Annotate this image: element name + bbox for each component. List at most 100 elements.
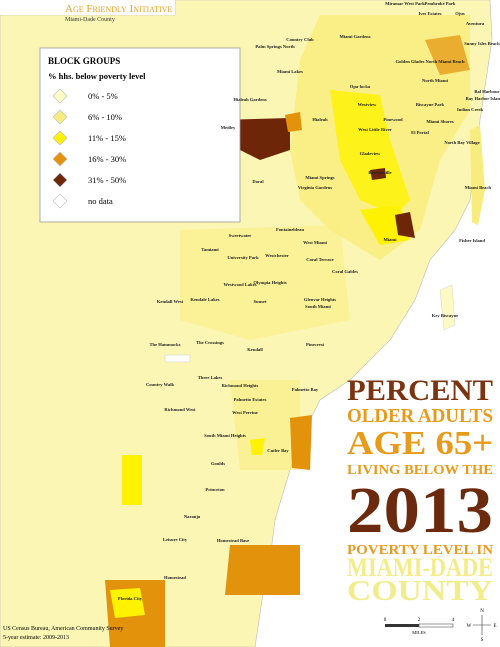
place-label: Key Biscayne (432, 313, 458, 318)
place-label: Pembroke Park (425, 1, 456, 6)
place-label: West Little River (358, 127, 392, 132)
place-label: Princeton (205, 487, 225, 492)
source-line: 5-year estimate: 2009-2013 (3, 635, 69, 641)
place-label: Westview (358, 102, 377, 107)
headline-line: 2013 (347, 474, 493, 547)
scale-unit: MILES (412, 630, 426, 635)
compass: N E S W (467, 609, 497, 643)
place-label: Tamiami (201, 247, 219, 252)
compass-e: E (493, 624, 496, 629)
place-label: North Miami (422, 78, 449, 83)
block-groups (105, 15, 470, 647)
place-labels: Miramar West Park Pembroke Park Ives Estat… (118, 1, 500, 601)
legend-swatch (52, 109, 68, 125)
headline-line: AGE 65+ (347, 425, 493, 462)
scale-bar: 0 2 4 MILES (384, 618, 455, 635)
headline-line: MIAMI-DADE (347, 553, 493, 582)
place-label: Naranja (184, 514, 201, 519)
place-label: Westwood Lakes (223, 282, 256, 287)
scale-segment (385, 624, 419, 627)
place-label: Medley (221, 125, 236, 130)
place-label: Goulds (211, 461, 225, 466)
legend-label: 16% - 30% (88, 154, 126, 164)
place-label: Country Walk (146, 382, 175, 387)
place-label: Kendale Lakes (190, 297, 219, 302)
place-label: West Miami (303, 240, 328, 245)
legend-swatch (52, 88, 68, 104)
scale-segment (418, 623, 454, 628)
place-label: The Hammocks (149, 342, 180, 347)
place-label: University Park (227, 255, 259, 260)
place-label: Indian Creek (457, 107, 484, 112)
legend-label: 0% - 5% (88, 91, 118, 101)
headline-line: POVERTY LEVEL IN (347, 543, 493, 558)
place-label: Virginia Gardens (298, 185, 332, 190)
place-label: Richmond West (164, 407, 196, 412)
place-label: El Portal (411, 130, 429, 135)
headline-line: OLDER ADULTS (347, 405, 493, 427)
source: US Census Bureau, American Community Sur… (3, 626, 123, 641)
legend: BLOCK GROUPS % hhs. below poverty level … (39, 47, 241, 223)
place-label: Miami Gardens (339, 34, 370, 39)
legend-swatch (52, 193, 68, 209)
place-label: Miami Springs (305, 175, 334, 180)
scale-tick: 0 (384, 618, 387, 623)
header: Age Friendly Initiative Miami-Dade Count… (65, 3, 172, 23)
place-label: Aventura (466, 21, 485, 26)
legend-label: 6% - 10% (88, 112, 122, 122)
place-label: Kendall West (157, 299, 184, 304)
place-label: Country Club (286, 37, 314, 42)
place-label: Miami (383, 237, 397, 242)
place-label: North Miami Beach (425, 59, 464, 64)
place-label: Fontainebleau (276, 227, 305, 232)
scale-tick: 4 (452, 618, 455, 623)
place-label: Sweetwater (229, 233, 252, 238)
place-label: West Perrine (232, 410, 258, 415)
legend-swatch (52, 130, 68, 146)
place-label: Opa-locka (350, 84, 371, 89)
place-label: Hialeah (312, 117, 328, 122)
legend-subtitle: % hhs. below poverty level (48, 71, 146, 81)
place-label: Olympia Heights (253, 280, 287, 285)
place-label: Three Lakes (198, 375, 223, 380)
scale-tick: 2 (418, 618, 421, 623)
legend-swatch (52, 151, 68, 167)
place-label: Homestead Base (217, 538, 249, 543)
legend-title: BLOCK GROUPS (48, 56, 120, 66)
compass-n: N (480, 609, 484, 614)
place-label: Leisure City (163, 537, 188, 542)
place-label: The Crossings (196, 340, 224, 345)
place-label: Biscayne Park (416, 102, 445, 107)
compass-w: W (467, 624, 472, 629)
place-label: Doral (252, 179, 264, 184)
place-label: South Miami (305, 304, 331, 309)
compass-s: S (481, 638, 484, 643)
place-label: Gladeview (360, 151, 381, 156)
place-label: Miramar West Park (385, 1, 425, 6)
place-label: Homestead (164, 575, 186, 580)
headline-line: PERCENT (347, 374, 493, 407)
place-label: Ojus (455, 11, 465, 16)
place-label: Palmetto Estates (234, 397, 267, 402)
place-label: Coral Gables (332, 269, 358, 274)
source-line: US Census Bureau, American Community Sur… (3, 626, 123, 632)
place-label: Sunset (253, 299, 266, 304)
place-label: Miami Beach (465, 185, 492, 190)
place-label: Pinewood (383, 117, 403, 122)
org-subtitle: Miami-Dade County (65, 17, 115, 23)
place-label: Coral Terrace (306, 257, 333, 262)
place-label: Bay Harbor Islands (466, 96, 500, 101)
place-label: Hialeah Gardens (233, 97, 267, 102)
legend-swatch (52, 172, 68, 188)
place-label: Westchester (265, 253, 289, 258)
org-title: Age Friendly Initiative (65, 3, 172, 15)
headline-line: LIVING BELOW THE (347, 463, 493, 478)
place-label: South Miami Heights (204, 433, 246, 438)
place-label: Fisher Island (459, 238, 485, 243)
legend-box (39, 47, 241, 223)
legend-label: 11% - 15% (88, 133, 126, 143)
place-label: Golden Glades (396, 59, 425, 64)
place-label: Florida City (118, 596, 143, 601)
place-label: North Bay Village (444, 140, 479, 145)
